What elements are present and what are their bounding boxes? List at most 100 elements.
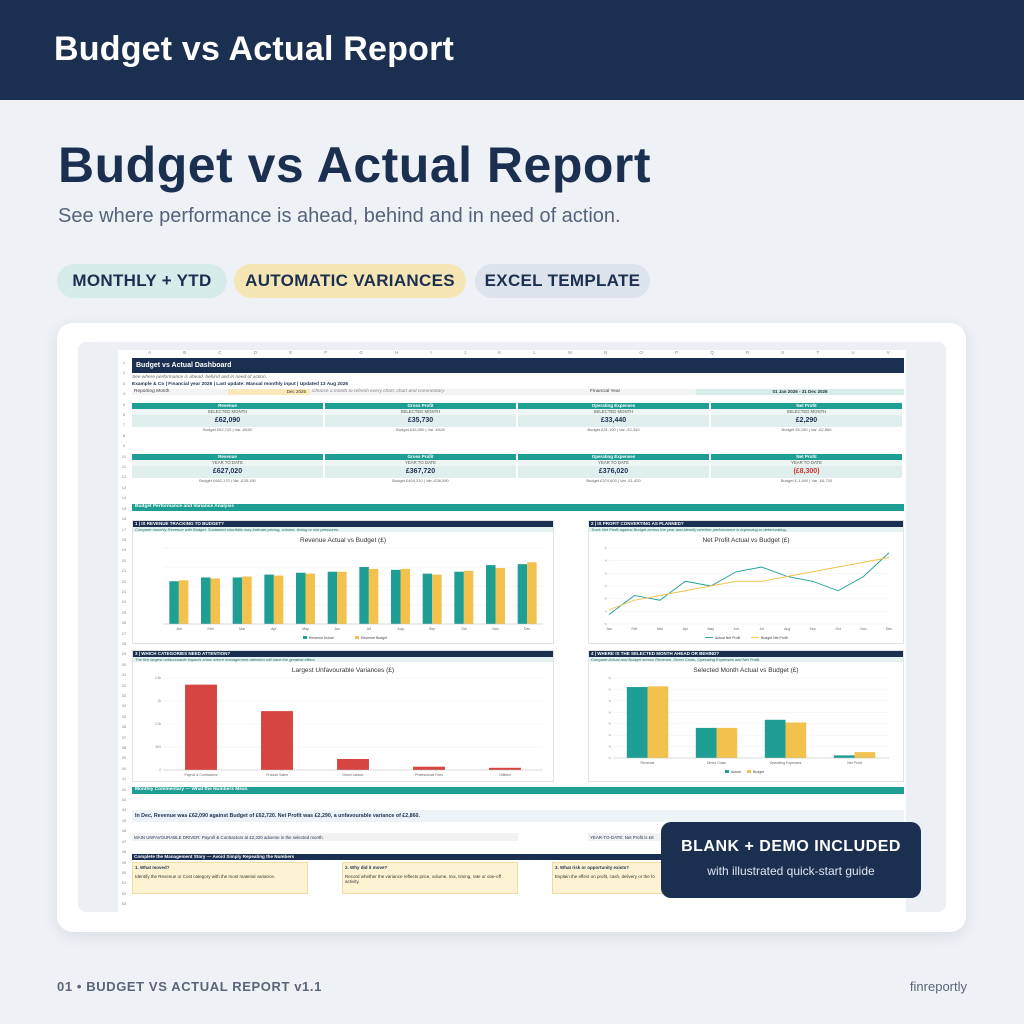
bar-actual [517, 564, 528, 624]
column-letter[interactable]: P [675, 350, 679, 355]
bar-actual [327, 571, 338, 624]
row-number[interactable]: 5 [122, 401, 126, 407]
column-letter[interactable]: E [289, 350, 293, 355]
row-number[interactable]: 37 [121, 734, 127, 740]
y-tick-label: % [604, 597, 607, 601]
row-number[interactable]: 10 [121, 453, 127, 459]
kpi-value-net-profit-ytd: (£8,300) [711, 466, 902, 478]
column-letter[interactable]: V [886, 350, 890, 355]
column-letter[interactable]: D [253, 350, 258, 355]
column-letter[interactable]: L [533, 350, 536, 355]
row-number[interactable]: 15 [121, 505, 127, 511]
row-number[interactable]: 13 [121, 484, 127, 490]
row-number[interactable]: 34 [121, 703, 127, 709]
row-number[interactable]: 53 [121, 901, 127, 907]
row-number[interactable]: 42 [121, 786, 127, 792]
column-letter[interactable]: I [430, 350, 432, 355]
row-number[interactable]: 17 [121, 526, 127, 532]
row-number[interactable]: 44 [121, 807, 127, 813]
column-letter[interactable]: C [218, 350, 222, 355]
row-number[interactable]: 39 [121, 755, 127, 761]
footer-product-label: 01 • BUDGET VS ACTUAL REPORT v1.1 [57, 979, 322, 994]
column-letter[interactable]: G [359, 350, 363, 355]
column-letter[interactable]: U [851, 350, 855, 355]
row-number[interactable]: 8 [122, 432, 126, 438]
row-number[interactable]: 7 [122, 422, 126, 428]
row-number[interactable]: 45 [121, 817, 127, 823]
reporting-month-select[interactable]: Dec 2026 [228, 389, 310, 395]
page-subtitle: See where performance is ahead, behind a… [58, 205, 621, 227]
row-number[interactable]: 11 [121, 464, 127, 470]
column-letter[interactable]: A [148, 350, 152, 355]
row-number[interactable]: 30 [121, 661, 127, 667]
row-number[interactable]: 6 [122, 412, 126, 418]
kpi-header-gross-profit: Gross Profit [325, 403, 516, 409]
line-actual-net-profit [608, 552, 890, 615]
kpi-value-revenue-ytd: £627,020 [132, 466, 323, 478]
row-number[interactable]: 22 [121, 578, 127, 584]
column-letter[interactable]: N [603, 350, 608, 355]
row-number[interactable]: 16 [121, 516, 127, 522]
management-story-header: Complete the Management Story — Avoid Si… [132, 854, 904, 860]
row-number[interactable]: 23 [121, 588, 127, 594]
row-number[interactable]: 35 [121, 713, 127, 719]
column-letter[interactable]: Q [710, 350, 714, 355]
row-number[interactable]: 4 [122, 391, 126, 397]
column-letter[interactable]: T [816, 350, 820, 355]
row-number[interactable]: 19 [121, 547, 127, 553]
row-number[interactable]: 43 [121, 797, 127, 803]
row-number[interactable]: 1 [122, 360, 126, 365]
row-number[interactable]: 46 [121, 828, 127, 834]
row-number[interactable]: 25 [121, 609, 127, 615]
column-letter[interactable]: S [781, 350, 785, 355]
column-letter[interactable]: M [568, 350, 572, 355]
story-what-moved[interactable]: 1. What moved? Identify the Revenue or C… [132, 862, 308, 894]
story-why-moved[interactable]: 2. Why did it move? Record whether the v… [342, 862, 518, 894]
column-letter[interactable]: H [394, 350, 399, 355]
kpi-value-opex-month: £33,440 [518, 415, 709, 427]
row-number[interactable]: 32 [121, 682, 127, 688]
row-number[interactable]: 52 [121, 890, 127, 896]
row-number[interactable]: 24 [121, 599, 127, 605]
row-number[interactable]: 27 [121, 630, 127, 636]
column-letter[interactable]: K [498, 350, 502, 355]
row-number[interactable]: 38 [121, 745, 127, 751]
row-number[interactable]: 33 [121, 693, 127, 698]
row-number[interactable]: 49 [121, 859, 127, 865]
row-number[interactable]: 50 [121, 869, 127, 875]
kpi-note: Budget £5,150 | Var -£2,860 [781, 427, 832, 432]
row-number[interactable]: 29 [121, 651, 127, 657]
column-letter[interactable]: B [183, 350, 187, 355]
row-number[interactable]: 9 [122, 443, 126, 449]
row-number[interactable]: 12 [121, 474, 127, 480]
row-number[interactable]: 20 [121, 557, 127, 563]
row-number[interactable]: 14 [121, 495, 127, 501]
row-number[interactable]: 47 [121, 838, 127, 844]
row-number[interactable]: 28 [121, 640, 127, 646]
row-number[interactable]: 31 [121, 672, 127, 678]
row-number[interactable]: 41 [121, 776, 127, 782]
story-risk-opportunity[interactable]: 3. What risk or opportunity exists? Expl… [552, 862, 672, 894]
row-number[interactable]: 40 [121, 765, 127, 771]
kpi-value-gross-profit-ytd: £367,720 [325, 466, 516, 478]
bar-budget [337, 571, 347, 624]
x-tick-label: Sep [429, 627, 435, 631]
row-number[interactable]: 48 [121, 849, 127, 855]
row-number[interactable]: 18 [121, 536, 127, 542]
row-number[interactable]: 2 [122, 370, 126, 376]
x-tick-label: Professional Fees [415, 773, 443, 777]
bar-actual [626, 687, 648, 758]
column-letter[interactable]: F [324, 350, 328, 355]
story-question: 3. What risk or opportunity exists? [555, 865, 630, 870]
row-number[interactable]: 36 [121, 724, 127, 730]
bar-actual [296, 572, 306, 624]
column-letter[interactable]: J [463, 350, 467, 355]
chart-title: Revenue Actual vs Budget (£) [300, 537, 386, 544]
row-number[interactable]: 26 [121, 620, 127, 626]
bar-actual [422, 573, 433, 624]
row-number[interactable]: 3 [122, 380, 126, 386]
column-letter[interactable]: O [639, 350, 643, 355]
row-number[interactable]: 51 [121, 880, 127, 886]
row-number[interactable]: 21 [121, 568, 127, 574]
column-letter[interactable]: R [745, 350, 750, 355]
